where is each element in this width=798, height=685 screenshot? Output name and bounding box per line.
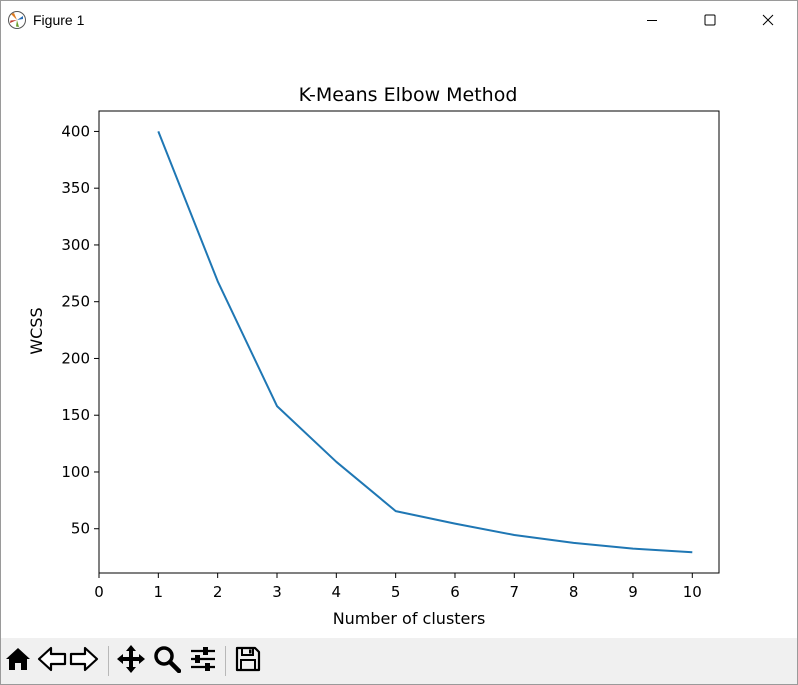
- maximize-icon: [704, 11, 716, 30]
- x-tick-label: 10: [683, 583, 702, 601]
- x-tick-label: 1: [154, 583, 164, 601]
- x-tick-label: 7: [510, 583, 520, 601]
- zoom-button[interactable]: [152, 646, 182, 676]
- elbow-chart: K-Means Elbow Method 0 1 2 3 4 5 6 7 8 9 10 50 100 1…: [27, 84, 720, 628]
- save-floppy-icon: [234, 645, 262, 677]
- y-axis-ticks: 50 100 150 200 250 300 350 400: [61, 122, 99, 538]
- forward-button[interactable]: [69, 646, 99, 676]
- figure-canvas[interactable]: K-Means Elbow Method 0 1 2 3 4 5 6 7 8 9 10 50 100 1…: [1, 39, 797, 637]
- y-tick-label: 350: [61, 179, 90, 197]
- maximize-button[interactable]: [681, 1, 739, 39]
- toolbar-separator: [108, 646, 109, 676]
- configure-subplots-button[interactable]: [188, 646, 218, 676]
- window-title: Figure 1: [33, 12, 85, 28]
- minimize-icon: [646, 11, 658, 30]
- minimize-button[interactable]: [623, 1, 681, 39]
- y-tick-label: 300: [61, 236, 90, 254]
- y-tick-label: 100: [61, 463, 90, 481]
- y-tick-label: 250: [61, 293, 90, 311]
- navigation-toolbar: [1, 638, 797, 684]
- save-button[interactable]: [233, 646, 263, 676]
- close-icon: [762, 11, 774, 30]
- x-axis-label: Number of clusters: [333, 609, 486, 628]
- forward-arrow-icon: [69, 645, 99, 677]
- zoom-magnifier-icon: [153, 645, 182, 677]
- x-tick-label: 9: [628, 583, 638, 601]
- pan-move-icon: [116, 644, 146, 678]
- home-button[interactable]: [3, 646, 33, 676]
- home-icon: [4, 645, 32, 677]
- wcss-series-line: [157, 131, 693, 554]
- pan-button[interactable]: [116, 644, 146, 678]
- x-tick-label: 0: [94, 583, 104, 601]
- y-tick-label: 400: [61, 122, 90, 140]
- chart-title: K-Means Elbow Method: [299, 84, 518, 106]
- y-tick-label: 200: [61, 349, 90, 367]
- x-tick-label: 3: [272, 583, 282, 601]
- configure-subplots-icon: [189, 645, 217, 677]
- y-tick-label: 150: [61, 406, 90, 424]
- back-button[interactable]: [37, 646, 67, 676]
- x-tick-label: 6: [450, 583, 460, 601]
- title-bar[interactable]: Figure 1: [1, 1, 797, 39]
- plot-area-frame: [98, 110, 720, 574]
- toolbar-separator: [225, 646, 226, 676]
- back-arrow-icon: [37, 645, 67, 677]
- x-axis-ticks: 0 1 2 3 4 5 6 7 8 9 10: [94, 573, 702, 601]
- matplotlib-icon: [7, 10, 27, 30]
- x-tick-label: 8: [569, 583, 579, 601]
- close-button[interactable]: [739, 1, 797, 39]
- y-axis-label: WCSS: [27, 307, 46, 354]
- x-tick-label: 2: [213, 583, 223, 601]
- y-tick-label: 50: [71, 520, 90, 538]
- x-tick-label: 4: [332, 583, 342, 601]
- x-tick-label: 5: [391, 583, 401, 601]
